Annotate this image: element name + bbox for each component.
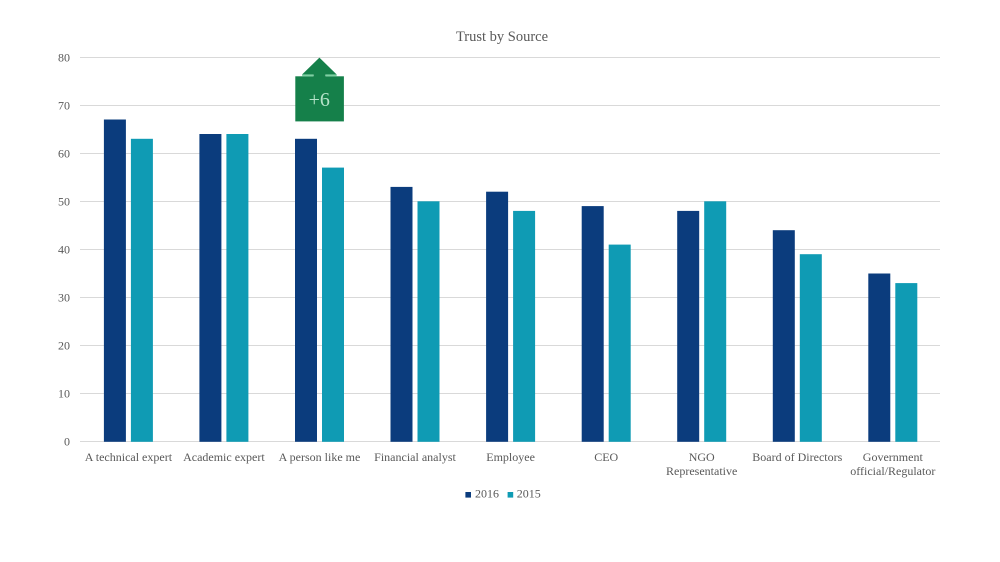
svg-text:A technical expert: A technical expert xyxy=(85,450,173,464)
svg-text:70: 70 xyxy=(58,99,70,113)
svg-text:NGO: NGO xyxy=(689,450,715,464)
svg-text:CEO: CEO xyxy=(594,450,618,464)
svg-text:A person like me: A person like me xyxy=(279,450,361,464)
svg-text:Government: Government xyxy=(863,450,924,464)
svg-text:0: 0 xyxy=(64,435,70,449)
svg-text:Trust by Source: Trust by Source xyxy=(456,29,548,45)
svg-text:80: 80 xyxy=(58,51,70,65)
svg-text:40: 40 xyxy=(58,243,70,257)
svg-text:Financial analyst: Financial analyst xyxy=(374,450,456,464)
svg-text:20: 20 xyxy=(58,339,70,353)
svg-text:2016: 2016 xyxy=(475,487,499,501)
svg-text:official/Regulator: official/Regulator xyxy=(850,464,935,478)
svg-text:10: 10 xyxy=(58,387,70,401)
svg-text:Representative: Representative xyxy=(666,464,737,478)
svg-text:Academic expert: Academic expert xyxy=(183,450,265,464)
svg-text:30: 30 xyxy=(58,291,70,305)
svg-text:Employee: Employee xyxy=(486,450,535,464)
svg-text:Board of Directors: Board of Directors xyxy=(752,450,842,464)
svg-text:+6: +6 xyxy=(309,89,330,111)
svg-text:2015: 2015 xyxy=(517,487,541,501)
svg-text:50: 50 xyxy=(58,195,70,209)
svg-text:60: 60 xyxy=(58,147,70,161)
